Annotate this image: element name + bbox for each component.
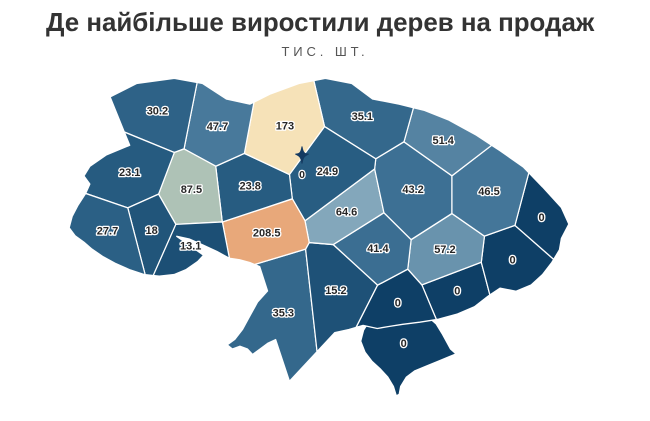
svg-text:46.5: 46.5 bbox=[478, 186, 499, 198]
svg-text:35.3: 35.3 bbox=[273, 307, 294, 319]
svg-text:0: 0 bbox=[538, 212, 544, 224]
svg-text:27.7: 27.7 bbox=[97, 226, 118, 238]
svg-text:43.2: 43.2 bbox=[402, 184, 423, 196]
svg-text:18: 18 bbox=[145, 225, 157, 237]
svg-text:57.2: 57.2 bbox=[434, 244, 455, 256]
svg-text:23.1: 23.1 bbox=[119, 167, 140, 179]
svg-text:13.1: 13.1 bbox=[180, 241, 201, 253]
svg-text:41.4: 41.4 bbox=[367, 243, 389, 255]
svg-text:0: 0 bbox=[509, 254, 515, 266]
svg-text:51.4: 51.4 bbox=[432, 135, 454, 147]
svg-text:15.2: 15.2 bbox=[325, 285, 346, 297]
svg-text:208.5: 208.5 bbox=[253, 228, 281, 240]
svg-text:30.2: 30.2 bbox=[147, 106, 168, 118]
svg-text:47.7: 47.7 bbox=[207, 121, 228, 133]
svg-text:64.6: 64.6 bbox=[336, 206, 357, 218]
svg-text:0: 0 bbox=[454, 286, 460, 298]
svg-text:35.1: 35.1 bbox=[352, 111, 373, 123]
svg-text:173: 173 bbox=[276, 120, 294, 132]
svg-text:87.5: 87.5 bbox=[181, 184, 202, 196]
svg-text:0: 0 bbox=[299, 169, 305, 181]
svg-text:24.9: 24.9 bbox=[317, 166, 338, 178]
svg-text:23.8: 23.8 bbox=[239, 181, 260, 193]
svg-text:0: 0 bbox=[401, 338, 407, 350]
svg-text:0: 0 bbox=[395, 297, 401, 309]
